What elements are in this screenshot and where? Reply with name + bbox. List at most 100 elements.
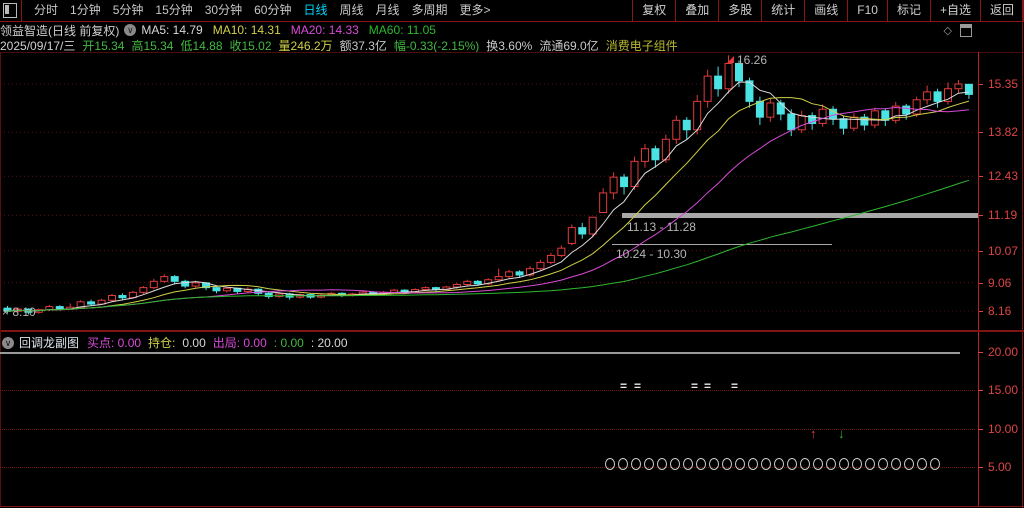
period-tab-周线[interactable]: 周线 bbox=[339, 3, 364, 17]
peak-label: 16.26 bbox=[737, 53, 768, 67]
toolbar-button-多股[interactable]: 多股 bbox=[718, 0, 761, 21]
quote-field: 额37.3亿 bbox=[339, 38, 387, 53]
signal-circle bbox=[761, 458, 771, 470]
signal-circle bbox=[800, 458, 810, 470]
indicator-name[interactable]: 回调龙副图 bbox=[19, 336, 80, 350]
period-toolbar: 分时 1分钟 5分钟 15分钟 30分钟 60分钟 日线 周线 月线 多周期 更多> 复权 叠加 多股统… bbox=[0, 0, 1024, 22]
quote-field: 消费电子组件 bbox=[605, 38, 678, 53]
window-icon[interactable] bbox=[960, 23, 972, 37]
signal-circle bbox=[826, 458, 836, 470]
indicator-axis-label: 20.00 bbox=[988, 345, 1019, 359]
low-label: × 8.10 bbox=[2, 305, 36, 319]
signal-circle bbox=[683, 458, 693, 470]
period-tab-60分钟[interactable]: 60分钟 bbox=[254, 3, 292, 17]
period-tab-5分钟[interactable]: 5分钟 bbox=[112, 3, 144, 17]
signal-circle bbox=[930, 458, 940, 470]
period-tab-更多>[interactable]: 更多> bbox=[459, 3, 491, 17]
signal-circle bbox=[865, 458, 875, 470]
stock-title: 领益智造(日线 前复权) bbox=[0, 23, 120, 38]
indicator-param: 持仓: bbox=[148, 336, 176, 350]
quote-field: 低14.88 bbox=[180, 38, 223, 53]
peak-marker-icon bbox=[727, 56, 734, 63]
signal-circle bbox=[618, 458, 628, 470]
main-chart-area[interactable]: 16.26 11.13 - 11.28 10.24 - 10.30 × 8.10 15… bbox=[0, 52, 1024, 331]
ma-value: MA20: 14.33 bbox=[290, 23, 359, 37]
signal-circle bbox=[904, 458, 914, 470]
signal-circle bbox=[735, 458, 745, 470]
equals-mark: = bbox=[704, 379, 712, 393]
equals-mark: = bbox=[691, 379, 699, 393]
toolbar-button-返回[interactable]: 返回 bbox=[979, 0, 1024, 21]
frame-right bbox=[1022, 0, 1023, 508]
period-tab-15分钟[interactable]: 15分钟 bbox=[155, 3, 193, 17]
price-axis-label: 12.43 bbox=[988, 169, 1019, 184]
signal-circle bbox=[891, 458, 901, 470]
indicator-param: 出局: 0.00 bbox=[212, 336, 267, 350]
daily-quote-row: 2025/09/17/三 开15.34 高15.34 低14.88 收15.02 量246… bbox=[0, 38, 1024, 53]
level-line-dotted bbox=[0, 428, 975, 430]
signal-circle bbox=[722, 458, 732, 470]
axis-tick bbox=[978, 84, 983, 85]
collapse-chevron-icon[interactable]: ∨ bbox=[124, 24, 137, 36]
period-tab-多周期[interactable]: 多周期 bbox=[411, 3, 448, 17]
axis-tick bbox=[978, 390, 983, 392]
axis-line bbox=[978, 52, 979, 506]
period-tab-30分钟[interactable]: 30分钟 bbox=[204, 3, 243, 17]
signal-circle bbox=[852, 458, 862, 470]
period-tab-日线[interactable]: 日线 bbox=[303, 3, 328, 17]
signal-circle bbox=[813, 458, 823, 470]
signal-circle bbox=[878, 458, 888, 470]
ma-value: MA5: 14.79 bbox=[141, 23, 203, 37]
indicator-axis-label: 10.00 bbox=[988, 421, 1019, 436]
frame-left bbox=[0, 52, 1, 506]
ma-value: MA10: 14.31 bbox=[212, 23, 281, 37]
panel-icon[interactable] bbox=[3, 3, 17, 18]
candlestick-plot[interactable] bbox=[0, 53, 978, 331]
period-tab-1分钟[interactable]: 1分钟 bbox=[70, 3, 101, 17]
indicator-axis-label: 5.00 bbox=[988, 460, 1012, 474]
equals-mark: = bbox=[731, 379, 739, 393]
price-axis-label: 13.82 bbox=[988, 125, 1019, 140]
axis-tick bbox=[978, 176, 983, 178]
quote-field: 开15.34 bbox=[82, 38, 125, 53]
signal-circle bbox=[787, 458, 797, 470]
axis-tick bbox=[978, 250, 983, 252]
indicator-axis-label: 15.00 bbox=[988, 383, 1019, 398]
toolbar-button-统计[interactable]: 统计 bbox=[761, 0, 804, 21]
toolbar-actions: 复权 叠加 多股 统计 画线 F10 标记 +自选 返回 bbox=[632, 0, 1024, 21]
signal-circle bbox=[696, 458, 706, 470]
quote-field: 量246.2万 bbox=[278, 38, 333, 53]
indicator-param: 0.00 bbox=[182, 336, 206, 350]
toolbar-button-复权[interactable]: 复权 bbox=[632, 0, 675, 21]
toolbar-button-F10[interactable]: F10 bbox=[847, 0, 887, 21]
signal-circle bbox=[748, 458, 758, 470]
period-tab-分时[interactable]: 分时 bbox=[34, 3, 59, 17]
quote-field: 流通69.0亿 bbox=[539, 38, 599, 53]
signal-circle bbox=[670, 458, 680, 470]
period-tab-月线[interactable]: 月线 bbox=[375, 3, 400, 17]
axis-tick bbox=[978, 467, 983, 468]
indicator-param: : 20.00 bbox=[310, 336, 348, 350]
indicator-pane[interactable]: ∨ 回调龙副图 买点: 0.00 持仓: 0.00 出局: 0.00: 0.00: 2… bbox=[0, 332, 1024, 506]
pane-divider[interactable] bbox=[0, 330, 1024, 332]
axis-tick bbox=[978, 311, 983, 312]
indicator-header: ∨ 回调龙副图 买点: 0.00 持仓: 0.00 出局: 0.00: 0.00: 2… bbox=[2, 334, 355, 351]
axis-tick bbox=[978, 282, 983, 284]
period-tabs: 分时 1分钟 5分钟 15分钟 30分钟 60分钟 日线 周线 月线 多周期 更多> bbox=[28, 0, 497, 21]
gap-zone-1: 11.13 - 11.28 bbox=[627, 220, 696, 234]
price-axis-label: 8.16 bbox=[988, 304, 1012, 318]
toolbar-button-叠加[interactable]: 叠加 bbox=[675, 0, 718, 21]
collapse-chevron-icon[interactable]: ∨ bbox=[2, 336, 14, 349]
toolbar-button-标记[interactable]: 标记 bbox=[886, 0, 930, 21]
signal-circle bbox=[644, 458, 654, 470]
toolbar-separator bbox=[21, 0, 22, 21]
frame-bottom bbox=[0, 506, 1024, 507]
toolbar-button-+自选[interactable]: +自选 bbox=[929, 0, 980, 21]
indicator-param: 买点: 0.00 bbox=[87, 336, 142, 350]
signal-circle bbox=[709, 458, 719, 470]
axis-tick bbox=[978, 352, 983, 353]
diamond-icon[interactable]: ◇ bbox=[943, 24, 952, 37]
toolbar-button-画线[interactable]: 画线 bbox=[804, 0, 847, 21]
equals-mark: = bbox=[620, 379, 628, 393]
quote-field: 2025/09/17/三 bbox=[0, 38, 76, 53]
